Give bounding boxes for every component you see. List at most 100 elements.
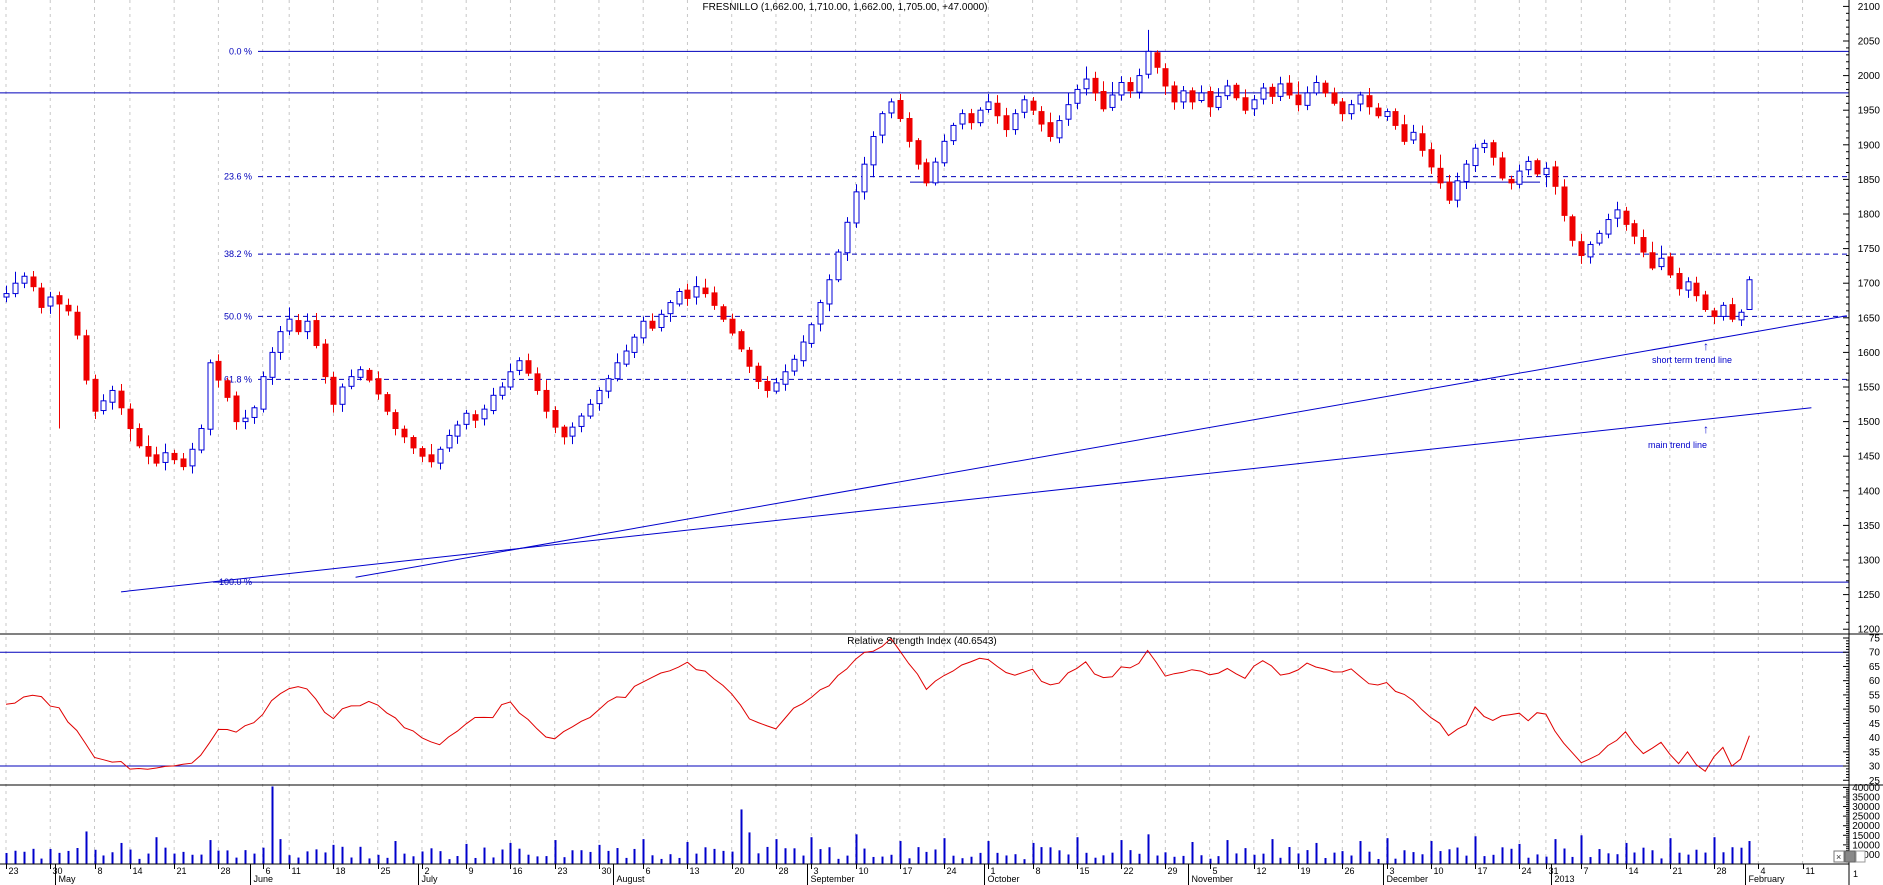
candle-body xyxy=(65,304,72,312)
date-tick-label: 3 xyxy=(814,866,819,876)
candle-body xyxy=(1260,87,1267,100)
month-label: February xyxy=(1749,874,1786,884)
date-tick-label: 28 xyxy=(221,866,231,876)
price-tick-label: 1850 xyxy=(1858,175,1881,186)
date-tick-label: 12 xyxy=(1257,866,1267,876)
volume-tick-label: 35000 xyxy=(1852,792,1880,803)
candle-body xyxy=(454,424,461,437)
corner-label: 1 xyxy=(1853,869,1858,879)
date-tick-label: 17 xyxy=(1478,866,1488,876)
candle-body xyxy=(286,318,293,332)
date-tick-label: 2 xyxy=(425,866,430,876)
widget-close-box[interactable] xyxy=(1833,850,1845,863)
candle-body xyxy=(127,408,134,430)
candle-body xyxy=(242,417,249,423)
candle-body xyxy=(853,191,860,224)
date-tick-label: 13 xyxy=(690,866,700,876)
candle-body xyxy=(384,394,391,412)
candle-body xyxy=(322,343,329,378)
candle-body xyxy=(428,454,435,463)
candle-body xyxy=(1569,216,1576,241)
date-tick-label: 8 xyxy=(1036,866,1041,876)
candle-body xyxy=(1525,160,1532,171)
candle-body xyxy=(1693,282,1700,297)
close-icon[interactable]: × xyxy=(1836,852,1841,862)
volume-tick-label: 20000 xyxy=(1852,821,1880,832)
fib-label: 38.2 % xyxy=(224,249,252,259)
candle-body xyxy=(1578,241,1585,257)
candle-body xyxy=(490,394,497,412)
candle-body xyxy=(631,336,638,353)
volume-tick-label: 40000 xyxy=(1852,783,1880,794)
date-tick-label: 8 xyxy=(98,866,103,876)
price-tick-label: 1250 xyxy=(1858,590,1881,601)
price-tick-label: 1450 xyxy=(1858,452,1881,463)
candle-body xyxy=(162,452,169,463)
mini-scrollbar-widget[interactable]: × xyxy=(1833,850,1866,863)
candle-body xyxy=(1127,82,1134,92)
candle-body xyxy=(782,371,789,385)
candle-body xyxy=(1711,310,1718,317)
candle-body xyxy=(1154,52,1161,68)
date-tick-label: 30 xyxy=(602,866,612,876)
widget-track[interactable] xyxy=(1855,850,1866,863)
candle-body xyxy=(56,295,63,305)
candle-body xyxy=(1454,180,1461,201)
candle-body xyxy=(1092,77,1099,94)
candle-body xyxy=(1348,104,1355,115)
candle-body xyxy=(1180,90,1187,103)
candle-body xyxy=(994,102,1001,117)
candle-body xyxy=(861,163,868,193)
candle-body xyxy=(153,454,160,464)
candle-body xyxy=(773,382,780,392)
candle-body xyxy=(808,324,815,344)
candle-body xyxy=(1277,83,1284,97)
price-tick-label: 1650 xyxy=(1858,313,1881,324)
candle-body xyxy=(923,162,930,184)
price-tick-label: 1300 xyxy=(1858,556,1881,567)
candle-body xyxy=(472,414,479,421)
date-tick-label: 11 xyxy=(1806,866,1815,876)
candle-body xyxy=(1384,111,1391,117)
candle-body xyxy=(702,287,709,295)
widget-thumb[interactable] xyxy=(1844,850,1856,863)
rsi-tick-label: 65 xyxy=(1869,662,1881,673)
trend-line xyxy=(355,315,1847,578)
candle-body xyxy=(1189,90,1196,103)
date-tick-label: 20 xyxy=(735,866,745,876)
date-tick-label: 10 xyxy=(1434,866,1444,876)
candle-body xyxy=(1428,149,1435,168)
candle-body xyxy=(215,360,222,381)
candle-body xyxy=(1012,113,1019,131)
candle-body xyxy=(419,448,426,457)
candle-body xyxy=(260,376,267,410)
trend-lines xyxy=(120,315,1847,593)
candle-body xyxy=(1118,82,1125,96)
candle-body xyxy=(516,360,523,371)
candle-body xyxy=(47,296,54,307)
candle-body xyxy=(21,275,28,284)
candle-body xyxy=(313,320,320,346)
volume-panel xyxy=(5,786,1751,864)
date-tick-label: 6 xyxy=(266,866,271,876)
candle-body xyxy=(1410,131,1417,141)
date-tick-label: 28 xyxy=(1717,866,1727,876)
candle-body xyxy=(614,362,621,380)
candle-body xyxy=(658,313,665,328)
candle-body xyxy=(233,395,240,423)
candle-body xyxy=(357,369,364,378)
candle-body xyxy=(1720,304,1727,317)
price-tick-label: 1700 xyxy=(1858,279,1881,290)
candle-body xyxy=(251,407,258,418)
candle-body xyxy=(437,448,444,464)
candle-body xyxy=(224,380,231,398)
date-tick-label: 9 xyxy=(469,866,474,876)
candle-body xyxy=(1543,167,1550,176)
month-label: August xyxy=(617,874,646,884)
candle-body xyxy=(1295,94,1302,106)
volume-tick-label: 30000 xyxy=(1852,802,1880,813)
candle-body xyxy=(136,428,143,447)
price-tick-label: 2000 xyxy=(1858,71,1881,82)
price-tick-label: 1200 xyxy=(1858,625,1881,636)
candle-body xyxy=(1286,82,1293,96)
